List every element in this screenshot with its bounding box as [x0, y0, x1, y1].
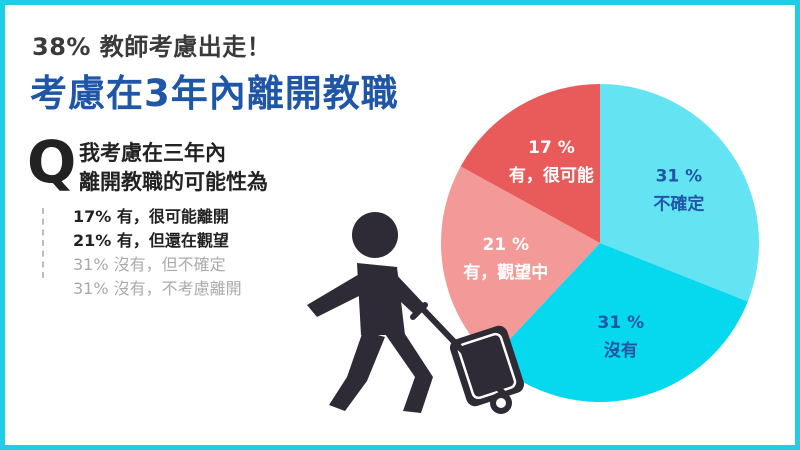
- pie-slice-percent-1: 31 %: [656, 166, 703, 186]
- option-item-3: 31% 沒有，但不確定: [73, 255, 226, 274]
- option-item-1: 17% 有，很可能離開: [73, 207, 229, 226]
- options-divider: [42, 208, 44, 278]
- question-line-2: 離開教職的可能性為: [79, 170, 268, 194]
- subtitle: 38% 教師考慮出走！: [32, 33, 272, 61]
- pie-slice-4: [460, 84, 600, 243]
- question-text: 我考慮在三年內 離開教職的可能性為: [79, 139, 268, 197]
- pie-chart: 31 % 不確定 31 % 沒有 21 % 有，觀望中 17 % 有，很可能: [307, 84, 759, 414]
- option-item-4: 31% 沒有，不考慮離開: [73, 279, 242, 298]
- option-item-2: 21% 有，但還在觀望: [73, 231, 229, 250]
- pie-slice-label-3: 有，觀望中: [463, 262, 548, 283]
- options-list: 17% 有，很可能離開 21% 有，但還在觀望 31% 沒有，但不確定 31% …: [73, 205, 242, 301]
- pie-slices: [441, 84, 759, 402]
- pie-slice-percent-3: 21 %: [482, 235, 529, 255]
- pie-slice-percent-2: 31 %: [598, 313, 645, 333]
- pie-slice-label-4: 有，很可能: [509, 165, 594, 186]
- pie-slice-percent-4: 17 %: [528, 138, 575, 158]
- pie-slice-label-1: 不確定: [653, 193, 704, 214]
- question-marker: Q: [27, 128, 77, 196]
- page-title: 考慮在3年內離開教職: [30, 72, 399, 115]
- pie-slice-3: [441, 166, 600, 359]
- pie-labels: 31 % 不確定 31 % 沒有 21 % 有，觀望中 17 % 有，很可能: [463, 138, 704, 361]
- traveler-with-suitcase-icon: [307, 212, 525, 414]
- question-line-1: 我考慮在三年內: [79, 141, 226, 165]
- pie-slice-1: [600, 84, 759, 302]
- pie-slice-2: [491, 243, 748, 402]
- pie-slice-label-2: 沒有: [604, 340, 638, 361]
